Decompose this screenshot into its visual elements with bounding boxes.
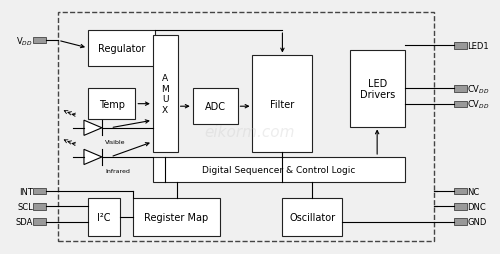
Text: SDA: SDA — [16, 217, 33, 226]
Text: Digital Sequencer & Control Logic: Digital Sequencer & Control Logic — [202, 165, 356, 174]
Text: Register Map: Register Map — [144, 212, 208, 222]
Text: LED
Drivers: LED Drivers — [360, 78, 395, 100]
Text: CV$_{DD}$: CV$_{DD}$ — [467, 83, 489, 95]
Text: A
M
U
X: A M U X — [162, 74, 169, 114]
Polygon shape — [84, 121, 102, 136]
Text: Oscillator: Oscillator — [290, 212, 336, 222]
Bar — [153, 157, 405, 183]
Bar — [350, 51, 405, 127]
Bar — [454, 188, 466, 195]
Text: GND: GND — [467, 217, 486, 226]
Bar — [454, 219, 466, 225]
Bar — [252, 56, 312, 152]
Text: Regulator: Regulator — [98, 44, 146, 54]
Bar — [58, 13, 434, 241]
Text: ADC: ADC — [204, 102, 226, 112]
Text: Filter: Filter — [270, 99, 294, 109]
Text: V$_{DD}$: V$_{DD}$ — [16, 35, 33, 47]
Bar — [88, 198, 120, 236]
Bar — [133, 198, 220, 236]
Bar — [192, 89, 238, 124]
Text: I²C: I²C — [98, 212, 111, 222]
Bar — [34, 188, 46, 195]
Bar — [88, 31, 156, 66]
Bar — [454, 43, 466, 49]
Text: eikorm.com: eikorm.com — [205, 124, 295, 139]
Bar — [34, 38, 46, 44]
Text: DNC: DNC — [467, 202, 486, 211]
Text: Visible: Visible — [106, 140, 126, 145]
Text: INT: INT — [19, 187, 33, 196]
Text: CV$_{DD}$: CV$_{DD}$ — [467, 98, 489, 110]
Bar — [454, 203, 466, 210]
Text: LED1: LED1 — [467, 42, 489, 51]
Bar — [34, 203, 46, 210]
Bar — [454, 86, 466, 92]
Text: Infrared: Infrared — [106, 169, 130, 174]
Polygon shape — [84, 150, 102, 165]
Bar — [88, 89, 136, 119]
Bar — [454, 101, 466, 107]
Text: Temp: Temp — [98, 99, 124, 109]
Text: SCL: SCL — [17, 202, 33, 211]
Bar — [34, 219, 46, 225]
Bar — [282, 198, 342, 236]
Bar — [153, 36, 178, 152]
Text: NC: NC — [467, 187, 479, 196]
